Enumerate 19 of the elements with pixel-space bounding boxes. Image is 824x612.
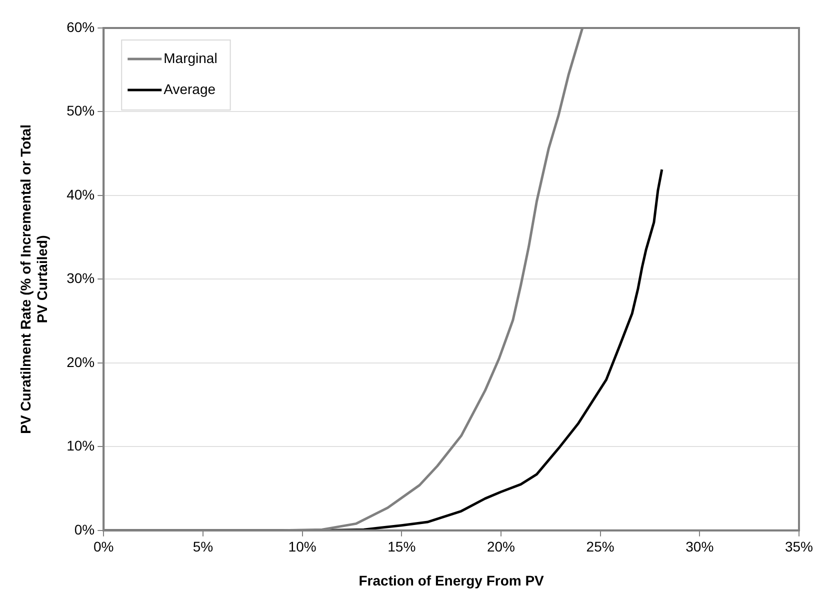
x-tick-label: 20% bbox=[486, 538, 515, 555]
y-axis-title: PV Curatilment Rate (% of Incremental or Total PV Curtailed) bbox=[17, 124, 50, 434]
x-tick-label: 15% bbox=[388, 538, 416, 555]
y-tick-label: 40% bbox=[66, 186, 95, 202]
y-tick-label: 0% bbox=[74, 521, 95, 538]
legend-label: Marginal bbox=[164, 50, 218, 66]
y-tick-label: 30% bbox=[66, 270, 95, 286]
x-tick-label: 25% bbox=[586, 538, 614, 555]
x-tick-label: 0% bbox=[94, 538, 114, 555]
x-tick-label: 10% bbox=[288, 538, 316, 555]
x-tick-label: 35% bbox=[784, 538, 814, 555]
x-tick-label: 30% bbox=[686, 538, 714, 555]
x-axis-title: Fraction of Energy From PV bbox=[358, 572, 545, 588]
y-tick-label: 60% bbox=[66, 18, 95, 35]
y-tick-label: 20% bbox=[66, 354, 95, 370]
y-tick-label: 50% bbox=[66, 102, 95, 119]
x-tick-label: 5% bbox=[192, 538, 214, 555]
y-tick-label: 10% bbox=[66, 438, 95, 454]
legend-label: Average bbox=[164, 80, 216, 97]
